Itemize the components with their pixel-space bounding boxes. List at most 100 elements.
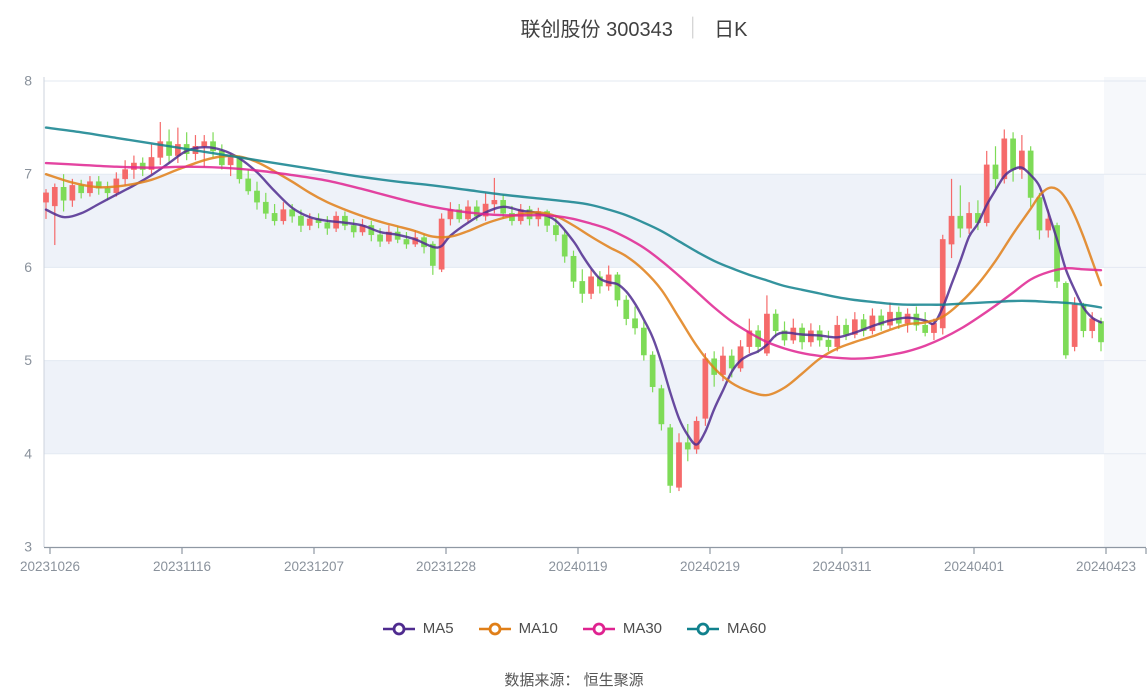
candle-body [684,442,691,450]
candle-body [702,358,709,419]
x-axis-label: 20231026 [20,559,80,574]
candle-body [640,327,647,356]
x-axis-label: 20240219 [680,559,740,574]
candle-body [1045,218,1052,231]
candle-body [227,157,234,166]
ma30-line [44,161,1103,360]
candle-body [1001,138,1008,180]
candle-body [649,354,656,387]
x-axis-label: 20240311 [812,559,871,574]
candle-body [78,185,85,194]
candle-body [51,186,58,207]
candle-body [69,185,76,201]
legend-item-ma60[interactable]: MA60 [686,620,766,637]
candle-body [298,215,304,226]
candle-body [1098,321,1104,343]
candle-body [386,231,392,242]
candle-body [254,190,260,203]
candle-body [429,243,436,266]
x-axis-label: 20231228 [416,559,476,574]
candle-body [983,164,990,223]
candle-body [676,442,682,488]
candle-body [1062,282,1069,356]
y-axis-label: 4 [24,445,32,461]
candle-body [201,141,208,147]
candle-body [306,218,313,226]
candle-body [570,255,577,282]
candle-body [1054,225,1060,282]
ma10-legend-marker-icon [478,622,511,635]
candle-body [60,186,67,201]
candle-body [869,315,876,332]
candle-body [948,215,955,245]
candle-body [605,274,612,287]
kline-chart[interactable]: 3 4 5 6 7 8 20231026 20231116 20231207 20231228 20… [0,0,1148,610]
candle-body [122,169,128,180]
candle-body [843,324,849,335]
title-separator: │ [687,17,700,37]
candle-body [245,178,252,192]
legend-item-ma10[interactable]: MA10 [478,620,558,637]
legend-item-ma5[interactable]: MA5 [382,620,454,637]
candle-body [1089,318,1096,332]
plot-right-margin [1104,77,1146,547]
candle-body [632,318,638,329]
candle-body [377,234,383,242]
candle-body [579,281,586,294]
candle-body [957,215,964,229]
candle-body [764,313,770,354]
candle-body [43,192,49,203]
legend-label-ma30: MA30 [622,620,663,637]
chart-period-label: 日K [714,19,748,41]
candle-body [693,420,700,450]
chart-legend: MA5 MA10 MA30 MA60 [0,620,1148,637]
candle-body [544,211,550,226]
candle-body [1036,197,1043,231]
candle-body [157,141,164,158]
candle-body [720,355,726,375]
candle-body [104,187,111,194]
legend-label-ma10: MA10 [518,620,558,637]
candle-body [728,355,735,369]
candle-body [456,209,463,220]
candle-body [289,209,296,217]
candle-body [1071,304,1078,347]
candle-body [851,319,858,335]
candle-body [781,330,788,341]
candle-body [1019,150,1025,170]
candle-body [561,234,568,257]
ma30-legend-marker-icon [582,622,615,635]
candle-body [737,346,744,369]
candle-body [588,276,594,294]
chart-title: 联创股份 300343 [520,19,673,41]
candle-body [324,222,331,229]
candle-body [553,225,559,236]
candle-body [148,157,155,170]
legend-label-ma5: MA5 [422,620,454,637]
candle-body [658,388,665,425]
candle-body [166,141,172,156]
x-axis-label: 20231207 [284,559,344,574]
y-axis-label: 3 [24,539,32,555]
ma60-line [44,126,1103,309]
candle-body [922,324,929,333]
candle-body [280,209,287,222]
x-axis-label: 20231116 [153,559,211,574]
y-axis-label: 5 [24,352,32,368]
x-axis-label: 20240119 [548,559,607,574]
ma5-legend-marker-icon [382,622,415,635]
candle-body [210,141,216,152]
x-axis-label: 20240423 [1076,559,1136,574]
candle-body [878,315,885,326]
candle-body [139,162,146,170]
legend-label-ma60: MA60 [727,620,767,637]
candle-body [262,201,269,214]
legend-item-ma30[interactable]: MA30 [582,620,662,637]
y-axis-label: 6 [24,259,32,275]
candle-body [808,330,814,343]
candle-body [342,215,348,226]
candle-body [772,313,779,332]
candle-body [271,213,278,222]
candle-body [403,239,410,245]
